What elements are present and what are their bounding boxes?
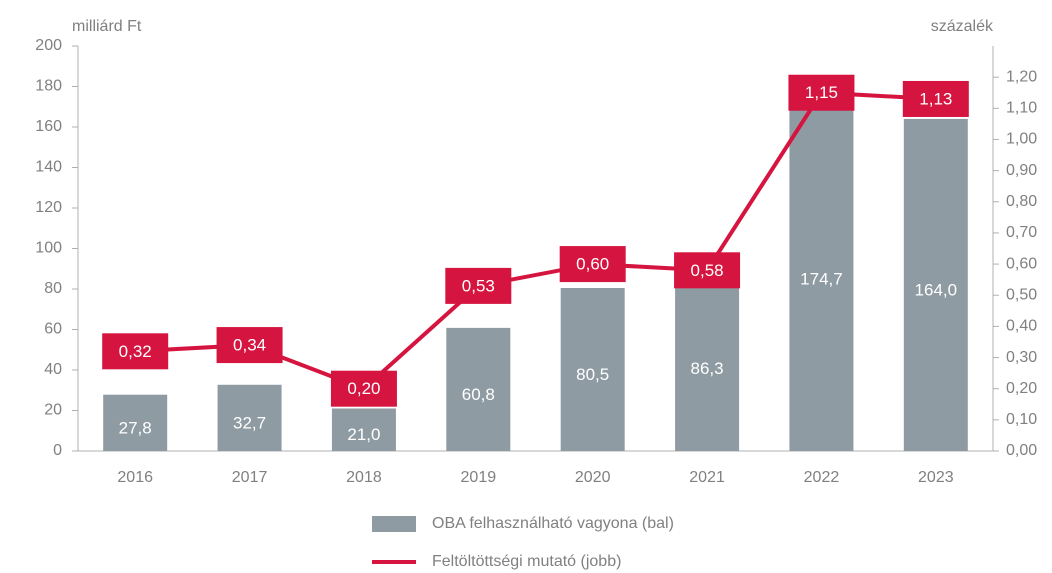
y-tick-label: 140 [35, 159, 62, 176]
y-tick-label: 20 [44, 402, 62, 419]
y-tick-label: 80 [44, 280, 62, 297]
line-value-label: 0,58 [691, 261, 724, 280]
y-tick-label: 0 [53, 442, 62, 459]
bar-value-label: 174,7 [800, 270, 843, 289]
line-label-box [788, 74, 855, 111]
line-label-box [674, 252, 741, 289]
line-label-box [216, 327, 283, 364]
bar-value-label: 164,0 [915, 280, 958, 299]
line-label-box [559, 246, 626, 283]
bar [446, 327, 511, 451]
line-label-box [330, 370, 397, 407]
legend-label: OBA felhasználható vagyona (bal) [432, 515, 674, 532]
y-tick-label: 60 [44, 321, 62, 338]
x-tick-label: 2020 [575, 469, 611, 486]
bar-value-label: 80,5 [576, 365, 609, 384]
y2-tick-label: 1,20 [1006, 68, 1037, 85]
legend-swatch [372, 516, 416, 532]
x-tick-label: 2016 [117, 469, 153, 486]
y-tick-label: 40 [44, 361, 62, 378]
line-value-label: 1,15 [805, 83, 838, 102]
bar-value-label: 21,0 [347, 425, 380, 444]
bar-value-label: 86,3 [691, 359, 724, 378]
x-tick-label: 2021 [689, 469, 725, 486]
y2-axis-title: százalék [931, 18, 994, 35]
y2-tick-label: 0,50 [1006, 286, 1037, 303]
y2-tick-label: 1,00 [1006, 131, 1037, 148]
bar [103, 394, 168, 451]
bar [331, 408, 396, 451]
y2-tick-label: 0,30 [1006, 349, 1037, 366]
y2-tick-label: 0,10 [1006, 411, 1037, 428]
x-tick-label: 2017 [232, 469, 268, 486]
x-tick-label: 2019 [461, 469, 497, 486]
y-axis-title: milliárd Ft [72, 18, 142, 35]
line-label-box [445, 267, 512, 304]
y2-tick-label: 0,70 [1006, 224, 1037, 241]
line-value-label: 1,13 [919, 89, 952, 108]
y2-tick-label: 0,80 [1006, 193, 1037, 210]
legend-label: Feltöltöttségi mutató (jobb) [432, 553, 621, 570]
bar-value-label: 32,7 [233, 413, 266, 432]
line-value-label: 0,34 [233, 336, 266, 355]
y2-tick-label: 0,00 [1006, 442, 1037, 459]
y-tick-label: 100 [35, 240, 62, 257]
y2-tick-label: 0,40 [1006, 318, 1037, 335]
bar [217, 384, 282, 451]
y2-tick-label: 0,60 [1006, 255, 1037, 272]
bar [903, 118, 968, 452]
y2-tick-label: 0,90 [1006, 162, 1037, 179]
line-label-box [902, 80, 969, 117]
x-tick-label: 2018 [346, 469, 382, 486]
y-tick-label: 180 [35, 78, 62, 95]
bar [675, 276, 740, 451]
y-tick-label: 160 [35, 118, 62, 135]
x-tick-label: 2023 [918, 469, 954, 486]
y2-tick-label: 1,10 [1006, 100, 1037, 117]
line-value-label: 0,32 [119, 342, 152, 361]
line-label-box [102, 333, 169, 370]
bar [560, 287, 625, 451]
x-tick-label: 2022 [804, 469, 840, 486]
line-value-label: 0,53 [462, 276, 495, 295]
line-value-label: 0,20 [347, 379, 380, 398]
bar [789, 97, 854, 452]
bar-value-label: 60,8 [462, 385, 495, 404]
y-tick-label: 200 [35, 37, 62, 54]
y2-tick-label: 0,20 [1006, 380, 1037, 397]
y-tick-label: 120 [35, 199, 62, 216]
bar-value-label: 27,8 [119, 418, 152, 437]
line-value-label: 0,60 [576, 255, 609, 274]
